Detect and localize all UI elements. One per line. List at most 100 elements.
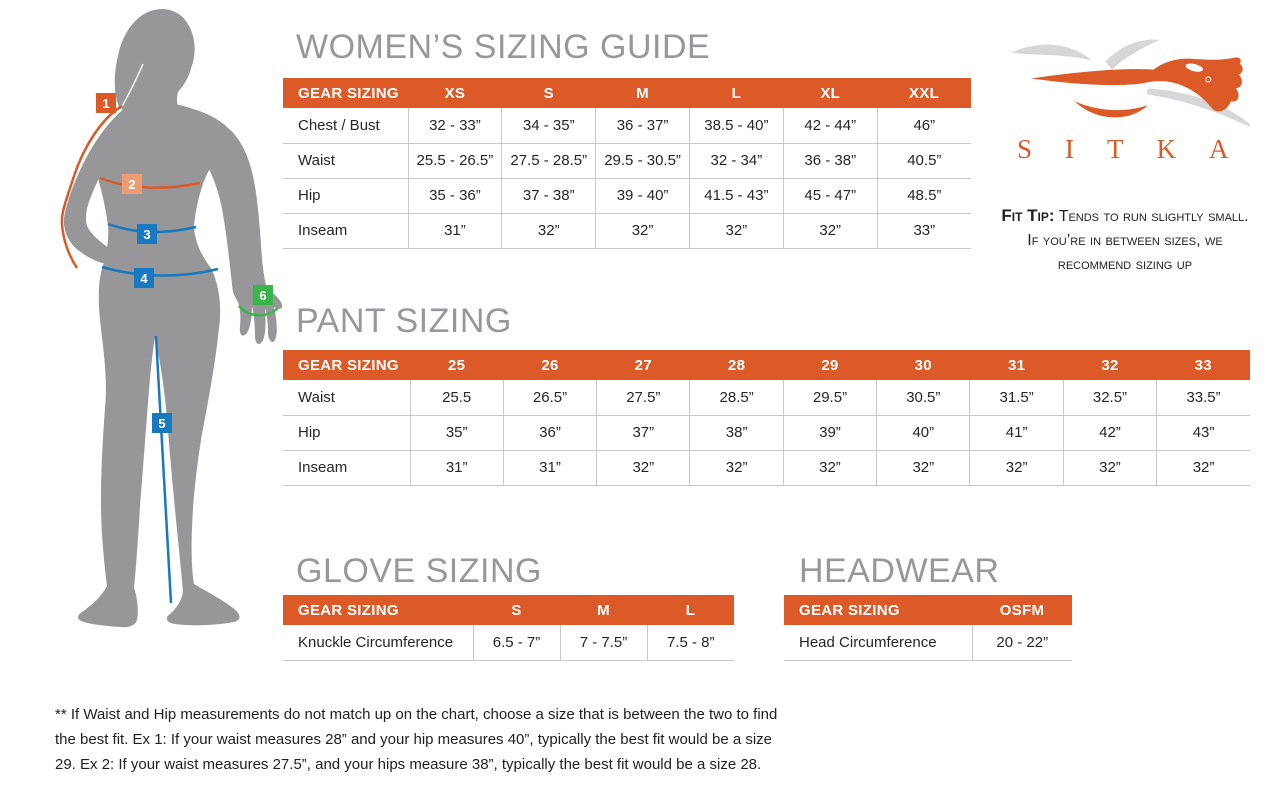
logo-gray-swoosh-bottom [1146,88,1251,127]
size-value: 41” [969,415,1064,451]
hip-measure-line [101,265,219,277]
sleeve-measure-line [60,104,123,269]
measurement-label: Hip [283,178,408,214]
size-value: 46” [876,108,971,144]
silhouette-head [114,8,195,119]
column-header: 32 [1063,350,1157,380]
column-header: M [560,595,647,625]
size-value: 32” [1062,450,1157,486]
size-value: 41.5 - 43” [688,178,784,214]
size-value: 32” [1156,450,1250,486]
neck-guide-line [120,63,144,109]
column-header: XXL [877,78,971,108]
silhouette-left-arm [63,106,134,264]
size-value: 32.5” [1062,380,1157,416]
size-value: 32 - 33” [407,108,502,144]
logo-orange-body [1031,57,1243,112]
table-row: Inseam 31” 31” 32” 32” 32” 32” 32” 32” 32” [283,450,1250,486]
column-header: L [647,595,734,625]
column-header: L [689,78,784,108]
column-header: S [473,595,560,625]
headwear-title: HEADWEAR [799,552,1000,590]
logo-gray-swoosh-top-left [1011,44,1093,61]
size-value: 25.5 - 26.5” [407,143,502,179]
measurement-label: Chest / Bust [283,108,408,144]
size-value: 32 - 34” [688,143,784,179]
column-header: 25 [410,350,504,380]
measurement-label: Waist [283,380,410,416]
column-header: 29 [783,350,877,380]
column-header: 28 [689,350,784,380]
size-value: 40.5” [876,143,971,179]
headwear-sizing-table: GEAR SIZING OSFM Head Circumference 20 - 22… [784,595,1072,661]
measurement-label: Hip [283,415,410,451]
glove-sizing-title: GLOVE SIZING [296,552,542,590]
size-value: 48.5” [876,178,971,214]
size-value: 35 - 36” [407,178,502,214]
table-row: Inseam 31” 32” 32” 32” 32” 33” [283,213,971,249]
size-value: 32” [876,450,970,486]
size-value: 37” [596,415,690,451]
marker-3-waist: 3 [137,224,157,244]
size-value: 38” [689,415,784,451]
table-row: Chest / Bust 32 - 33” 34 - 35” 36 - 37” 38.5… [283,108,971,144]
column-header: 31 [969,350,1064,380]
gear-sizing-header: GEAR SIZING [283,350,410,380]
female-silhouette-graphic [60,8,282,628]
logo-eye [1185,63,1203,72]
chest-measure-line [99,176,201,189]
glove-measure-line [238,305,279,317]
size-value: 37 - 38” [501,178,596,214]
size-value: 32” [782,450,877,486]
table-row: Waist 25.5 26.5” 27.5” 28.5” 29.5” 30.5” 31.5” 3… [283,380,1250,416]
fit-tip-text: Tends to run slightly small. If you’re i… [1027,208,1249,273]
measurement-label: Head Circumference [784,625,972,661]
silhouette-body [78,102,240,628]
womens-sizing-title: WOMEN’S SIZING GUIDE [296,28,711,66]
size-value: 32” [689,450,784,486]
logo-gray-swoosh-top-right [1105,39,1160,70]
fit-tip-label: Fit Tip: [1001,206,1055,225]
column-header: 33 [1156,350,1250,380]
size-value: 39 - 40” [595,178,690,214]
column-header: M [595,78,690,108]
fit-footnote: ** If Waist and Hip measurements do not … [55,706,778,773]
size-value: 33.5” [1156,380,1250,416]
size-value: 32” [688,213,784,249]
size-value: 31.5” [969,380,1064,416]
table-row: Hip 35” 36” 37” 38” 39” 40” 41” 42” 43” [283,415,1250,451]
size-value: 31” [407,213,502,249]
logo-orange-swoosh-bottom-left [1074,101,1148,118]
column-header: OSFM [972,595,1072,625]
gear-sizing-header: GEAR SIZING [283,78,408,108]
size-value: 42” [1062,415,1157,451]
size-value: 33” [876,213,971,249]
size-value: 29.5 - 30.5” [595,143,690,179]
inseam-measure-line [154,335,173,604]
table-row: Waist 25.5 - 26.5” 27.5 - 28.5” 29.5 - 30.5… [283,143,971,179]
size-value: 7.5 - 8” [646,625,734,661]
marker-4-hip: 4 [134,268,154,288]
column-header: 30 [876,350,970,380]
size-value: 32” [782,213,878,249]
measurement-label: Inseam [283,450,410,486]
size-value: 31” [409,450,504,486]
size-value: 34 - 35” [501,108,596,144]
gear-sizing-header: GEAR SIZING [784,595,972,625]
size-value: 32” [595,213,690,249]
size-value: 31” [502,450,597,486]
size-value: 7 - 7.5” [559,625,647,661]
marker-2-chest: 2 [122,174,142,194]
table-row: Knuckle Circumference 6.5 - 7” 7 - 7.5” 7.5… [283,625,734,661]
fit-tip: Fit Tip: Tends to run slightly small. If… [995,204,1255,277]
gear-sizing-header: GEAR SIZING [283,595,473,625]
table-row: Head Circumference 20 - 22” [784,625,1072,661]
womens-sizing-table: GEAR SIZING XS S M L XL XXL Chest / Bust 32 - 33… [283,78,971,249]
size-value: 29.5” [782,380,877,416]
table-row: Hip 35 - 36” 37 - 38” 39 - 40” 41.5 - 43” 45 … [283,178,971,214]
size-value: 25.5 [409,380,504,416]
size-value: 32” [501,213,596,249]
size-value: 26.5” [502,380,597,416]
logo-registered-mark [1205,76,1212,83]
